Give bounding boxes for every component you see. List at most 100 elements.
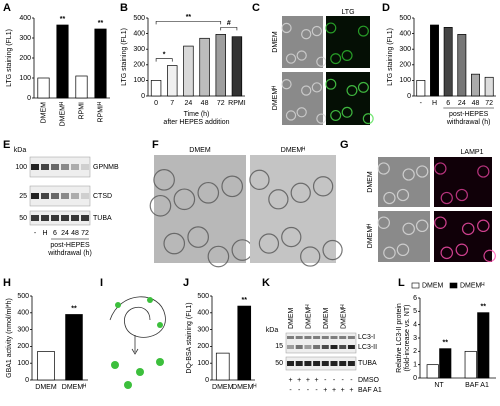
significance: # [227, 20, 231, 27]
y-axis-label: Relative LC3-II protein [396, 303, 403, 373]
bar [56, 24, 69, 99]
y-tick-label: 400 [17, 310, 29, 317]
y-tick-label: 200 [19, 55, 31, 62]
band [313, 345, 321, 349]
bar [416, 80, 426, 97]
band [339, 345, 347, 349]
cell [402, 222, 415, 236]
marker: 100 [15, 164, 27, 171]
cell [311, 82, 323, 93]
significance: ** [443, 340, 449, 347]
micrograph [282, 16, 323, 68]
cell [330, 109, 342, 121]
cell [383, 246, 396, 260]
band [71, 193, 79, 199]
cell [357, 81, 369, 93]
marker: 50 [19, 215, 27, 222]
dot [111, 361, 119, 369]
cell [377, 162, 390, 175]
x-tick-label: RPMIᴴ [97, 102, 104, 123]
band [31, 193, 39, 199]
significance: ** [60, 16, 66, 23]
treatment-sign: + [288, 377, 292, 384]
y-tick-label: 4 [413, 322, 417, 329]
blot [285, 332, 357, 354]
micrograph [154, 155, 246, 263]
bar [150, 80, 162, 97]
significance: ** [242, 297, 248, 304]
band-label: GPNMB [93, 164, 119, 171]
band [339, 361, 347, 366]
y-tick-label: 200 [399, 62, 411, 69]
cell [362, 113, 374, 125]
column-label: DMEM [189, 147, 211, 154]
band [330, 345, 338, 349]
bar [443, 27, 453, 97]
x-axis-label: after HEPES addition [163, 119, 229, 126]
lane-label: 48 [71, 230, 79, 237]
x-tick-label: 24 [185, 100, 193, 107]
lane-label: 6 [53, 230, 57, 237]
y-axis-label: (fold-increase vs. NT) [404, 305, 411, 372]
dot [147, 297, 153, 303]
row-label: DMEM [367, 171, 374, 193]
band [321, 361, 329, 366]
band [51, 164, 59, 170]
treatment-sign: - [298, 387, 301, 394]
dot [115, 302, 121, 308]
bar [37, 351, 55, 381]
y-tick-label: 400 [197, 310, 209, 317]
y-tick-label: 400 [19, 15, 31, 22]
x-axis-label: withdrawal (h) [47, 250, 92, 257]
treatment-sign: - [315, 387, 318, 394]
x-tick-label: H [432, 100, 437, 107]
cell [396, 243, 410, 257]
schematic [109, 296, 166, 355]
y-tick-label: 1 [413, 362, 417, 369]
y-tick-label: 5 [413, 308, 417, 315]
legend-label: DMEMᴴ [460, 282, 484, 289]
bracket [220, 27, 238, 31]
y-tick-label: 100 [17, 360, 29, 367]
x-tick-label: 24 [458, 100, 466, 107]
y-tick-label: 300 [133, 46, 145, 53]
significance: * [163, 51, 166, 58]
significance: ** [98, 20, 104, 27]
treatment-sign: + [306, 377, 310, 384]
y-axis-label: LTG staining (FL1) [387, 28, 394, 86]
lane-header: DMEM [323, 307, 330, 329]
x-tick-label: RPMI [78, 102, 85, 120]
blot [29, 185, 91, 207]
x-tick-label: 6 [446, 100, 450, 107]
bar [231, 36, 243, 97]
cell [346, 85, 358, 97]
band [51, 215, 59, 221]
y-tick-label: 400 [133, 30, 145, 37]
cell [396, 188, 410, 202]
stain-label: LAMP1 [461, 149, 484, 156]
y-tick-label: 0 [205, 377, 209, 384]
treatment-sign: + [332, 387, 336, 394]
cell [415, 219, 429, 233]
y-tick-label: 0 [407, 93, 411, 100]
x-tick-label: - [420, 100, 423, 107]
band-label: LC3-II [358, 344, 377, 351]
cell [461, 222, 475, 236]
band [61, 193, 69, 199]
schematic-line [109, 296, 166, 338]
cell [322, 239, 343, 261]
cell [197, 181, 220, 204]
micrograph [282, 72, 323, 125]
x-tick-label: DMEM [212, 384, 234, 391]
treatment-sign: + [341, 387, 345, 394]
band [295, 336, 303, 339]
cell [207, 245, 230, 268]
band [304, 336, 312, 339]
cell [477, 219, 490, 233]
band [287, 345, 294, 349]
blot [285, 356, 357, 371]
y-tick-label: 100 [133, 77, 145, 84]
cell [341, 106, 353, 118]
treatment-sign: - [324, 377, 327, 384]
y-tick-label: 0 [141, 93, 145, 100]
